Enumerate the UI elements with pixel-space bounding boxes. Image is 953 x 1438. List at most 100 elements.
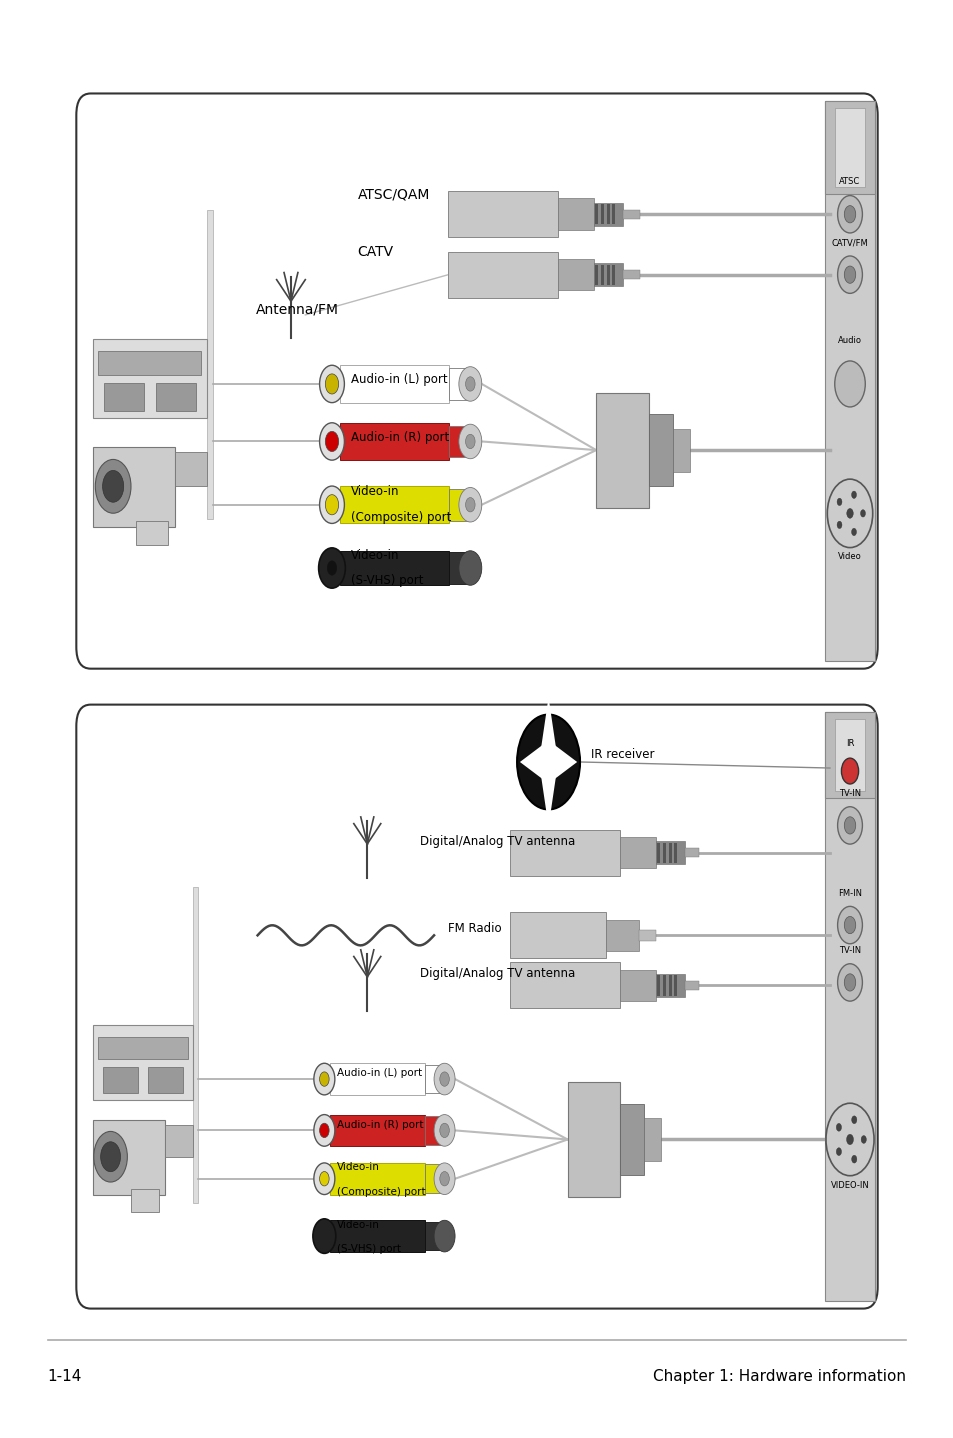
Circle shape: [836, 1123, 841, 1132]
Text: (S-VHS) port: (S-VHS) port: [351, 574, 423, 588]
Circle shape: [843, 206, 855, 223]
FancyBboxPatch shape: [76, 705, 877, 1309]
Circle shape: [845, 1135, 853, 1145]
Circle shape: [517, 715, 579, 810]
Bar: [662, 843, 665, 863]
Bar: [662, 975, 665, 995]
Circle shape: [851, 1116, 856, 1123]
Bar: [684, 848, 699, 857]
Bar: [656, 974, 684, 997]
Bar: [674, 843, 677, 863]
Bar: [448, 252, 558, 298]
Circle shape: [836, 1148, 841, 1156]
Bar: [600, 204, 603, 224]
Circle shape: [325, 374, 338, 394]
Bar: [339, 423, 449, 460]
Circle shape: [837, 807, 862, 844]
Text: Video-in: Video-in: [351, 548, 399, 562]
Text: ATSC/QAM: ATSC/QAM: [357, 187, 430, 201]
Text: Chapter 1: Hardware information: Chapter 1: Hardware information: [653, 1369, 905, 1383]
Text: Video: Video: [838, 552, 861, 561]
Circle shape: [837, 256, 862, 293]
Bar: [619, 837, 656, 869]
Circle shape: [103, 470, 124, 502]
Bar: [834, 719, 864, 791]
Circle shape: [319, 365, 344, 403]
Text: Video-in: Video-in: [336, 1219, 379, 1229]
Polygon shape: [548, 741, 577, 784]
Bar: [648, 414, 672, 486]
Bar: [510, 830, 619, 876]
Bar: [98, 351, 201, 375]
Polygon shape: [519, 741, 548, 784]
Text: Audio-in (R) port: Audio-in (R) port: [336, 1120, 423, 1130]
Text: CATV/FM: CATV/FM: [831, 239, 867, 247]
Text: FM-IN: FM-IN: [837, 889, 862, 897]
Circle shape: [458, 551, 481, 585]
Text: ATSC: ATSC: [839, 177, 860, 186]
Bar: [92, 1025, 193, 1100]
Circle shape: [313, 1219, 335, 1254]
Bar: [510, 962, 619, 1008]
Bar: [622, 210, 639, 219]
Text: TV-IN: TV-IN: [838, 789, 861, 798]
Bar: [567, 1081, 619, 1196]
Circle shape: [465, 377, 475, 391]
Bar: [330, 1163, 425, 1195]
Circle shape: [458, 487, 481, 522]
Bar: [425, 1116, 444, 1145]
Polygon shape: [538, 762, 558, 827]
Text: Video-in: Video-in: [351, 485, 399, 499]
Bar: [605, 919, 639, 951]
Bar: [131, 1189, 158, 1212]
Circle shape: [825, 1103, 873, 1176]
Circle shape: [458, 367, 481, 401]
Bar: [668, 975, 671, 995]
Bar: [103, 1067, 137, 1093]
Bar: [622, 270, 639, 279]
Circle shape: [314, 1063, 335, 1094]
Bar: [136, 521, 168, 545]
Bar: [824, 101, 874, 661]
Circle shape: [843, 916, 855, 933]
Bar: [612, 265, 615, 285]
Circle shape: [837, 196, 862, 233]
Text: FM Radio: FM Radio: [448, 922, 501, 935]
Circle shape: [314, 1163, 335, 1195]
Bar: [330, 1221, 425, 1252]
Text: (Composite) port: (Composite) port: [336, 1186, 425, 1196]
Bar: [619, 969, 656, 1001]
Polygon shape: [538, 697, 558, 762]
Bar: [510, 912, 605, 958]
Bar: [600, 265, 603, 285]
Circle shape: [846, 509, 852, 518]
Bar: [834, 108, 864, 187]
Bar: [596, 393, 648, 508]
Text: TV-IN: TV-IN: [838, 946, 861, 955]
Bar: [668, 843, 671, 863]
Bar: [824, 712, 874, 1301]
Circle shape: [439, 1123, 449, 1137]
Circle shape: [843, 266, 855, 283]
Bar: [558, 198, 594, 230]
Bar: [339, 365, 449, 403]
Circle shape: [319, 1071, 329, 1086]
Text: Digital/Analog TV antenna: Digital/Analog TV antenna: [419, 834, 575, 847]
Circle shape: [851, 492, 856, 499]
Circle shape: [834, 361, 864, 407]
Circle shape: [434, 1163, 455, 1195]
Circle shape: [860, 509, 864, 518]
Bar: [595, 204, 598, 224]
Bar: [155, 383, 195, 411]
Text: Video-in: Video-in: [336, 1162, 379, 1172]
Text: (Composite) port: (Composite) port: [351, 510, 451, 525]
Circle shape: [319, 423, 344, 460]
Bar: [612, 204, 615, 224]
Text: (S-VHS) port: (S-VHS) port: [336, 1244, 400, 1254]
Bar: [92, 339, 207, 418]
Text: Digital/Analog TV antenna: Digital/Analog TV antenna: [419, 968, 575, 981]
Circle shape: [837, 963, 862, 1001]
Bar: [594, 203, 622, 226]
Text: Audio-in (L) port: Audio-in (L) port: [336, 1068, 421, 1078]
Bar: [92, 447, 174, 526]
